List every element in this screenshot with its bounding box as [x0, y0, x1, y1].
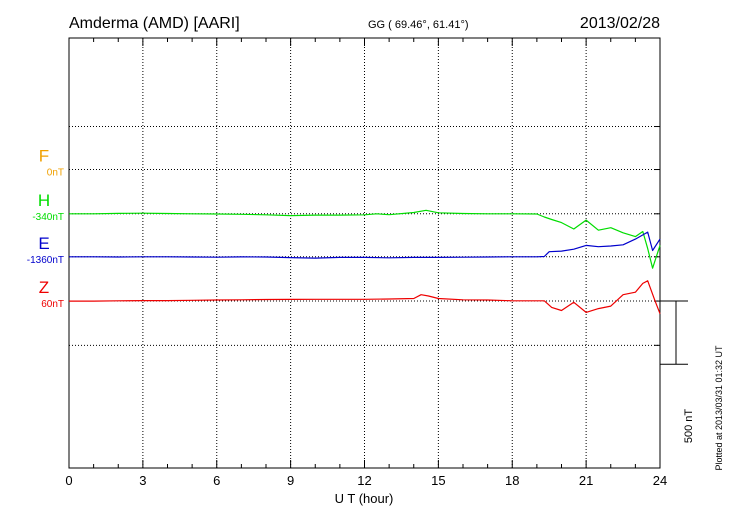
channel-label-E: E — [38, 234, 49, 253]
x-tick-label: 12 — [357, 473, 371, 488]
data-lines — [69, 209, 661, 314]
scale-bar-label: 500 nT — [683, 409, 695, 444]
gridlines — [69, 38, 660, 468]
x-axis-label: U T (hour) — [335, 491, 394, 506]
channel-labels: F 0nT H -340nT E -1360nT Z 60nT — [27, 147, 64, 311]
channel-offset-H: -340nT — [32, 212, 64, 223]
series-line-Z — [69, 280, 661, 314]
plotted-note: Plotted at 2013/03/31 01:32 UT — [714, 345, 724, 471]
scale-bar — [660, 300, 688, 365]
series-line-E — [69, 231, 661, 259]
x-tick-label: 24 — [653, 473, 667, 488]
x-tick-label: 18 — [505, 473, 519, 488]
axis-ticks: 0 3 6 9 12 15 18 21 24 — [65, 38, 667, 488]
chart-coords: GG ( 69.46°, 61.41°) — [368, 19, 469, 31]
x-tick-label: 21 — [579, 473, 593, 488]
channel-offset-F: 0nT — [47, 168, 64, 179]
channel-label-H: H — [38, 191, 50, 210]
x-tick-label: 9 — [287, 473, 294, 488]
x-tick-label: 15 — [431, 473, 445, 488]
channel-label-Z: Z — [39, 278, 49, 297]
chart-title: Amderma (AMD) [AARI] — [69, 15, 240, 32]
channel-label-F: F — [39, 147, 49, 166]
series-line-H — [69, 209, 661, 269]
plot-frame — [68, 37, 661, 469]
x-tick-label: 3 — [139, 473, 146, 488]
channel-offset-E: -1360nT — [27, 255, 64, 266]
x-tick-label: 6 — [213, 473, 220, 488]
x-tick-label: 0 — [65, 473, 72, 488]
channel-offset-Z: 60nT — [41, 299, 64, 310]
chart-date: 2013/02/28 — [580, 15, 660, 32]
